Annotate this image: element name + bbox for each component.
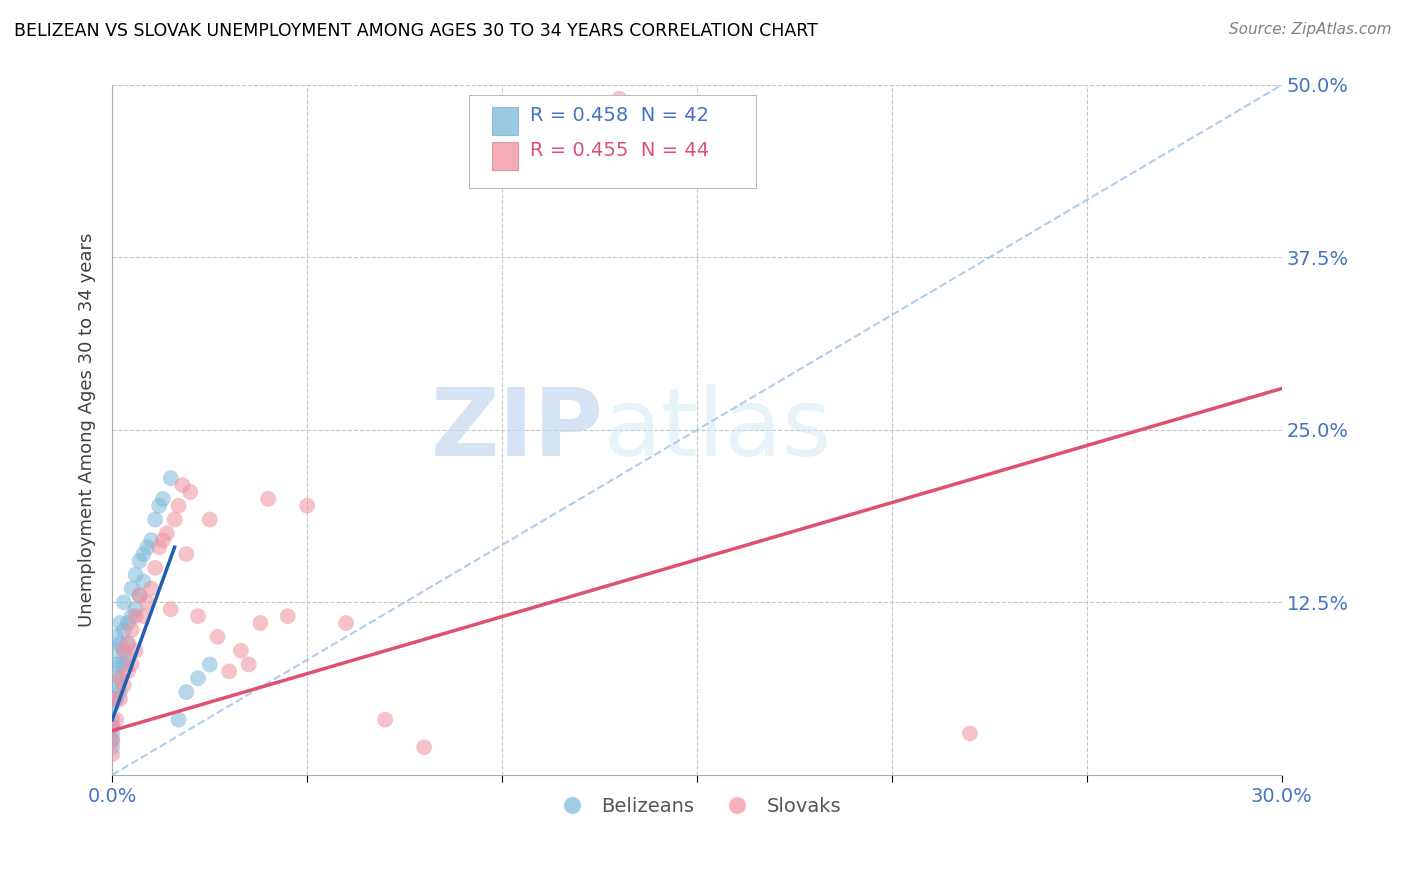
Point	[117, 637, 139, 651]
Point	[172, 478, 194, 492]
Point	[105, 657, 128, 672]
Point	[112, 643, 135, 657]
Point	[136, 540, 159, 554]
Point	[117, 650, 139, 665]
Point	[121, 582, 143, 596]
Point	[277, 609, 299, 624]
Point	[101, 726, 124, 740]
Point	[141, 533, 163, 548]
Point	[176, 685, 198, 699]
Point	[128, 589, 150, 603]
Point	[112, 678, 135, 692]
Point	[117, 637, 139, 651]
Point	[167, 713, 190, 727]
Point	[176, 547, 198, 561]
Text: BELIZEAN VS SLOVAK UNEMPLOYMENT AMONG AGES 30 TO 34 YEARS CORRELATION CHART: BELIZEAN VS SLOVAK UNEMPLOYMENT AMONG AG…	[14, 22, 818, 40]
Point	[105, 643, 128, 657]
Point	[108, 657, 131, 672]
Point	[112, 657, 135, 672]
Point	[101, 698, 124, 713]
Point	[128, 589, 150, 603]
FancyBboxPatch shape	[492, 142, 517, 169]
Text: ZIP: ZIP	[430, 384, 603, 475]
Text: Source: ZipAtlas.com: Source: ZipAtlas.com	[1229, 22, 1392, 37]
Point	[198, 657, 221, 672]
Point	[108, 685, 131, 699]
Point	[143, 512, 166, 526]
Point	[156, 526, 179, 541]
Y-axis label: Unemployment Among Ages 30 to 34 years: Unemployment Among Ages 30 to 34 years	[79, 233, 96, 627]
FancyBboxPatch shape	[492, 107, 517, 136]
Point	[105, 630, 128, 644]
Point	[187, 671, 209, 685]
Point	[207, 630, 229, 644]
Point	[148, 499, 170, 513]
Point	[607, 92, 630, 106]
Point	[124, 643, 146, 657]
Point	[108, 692, 131, 706]
Point	[132, 609, 155, 624]
Text: R = 0.458  N = 42: R = 0.458 N = 42	[530, 106, 709, 126]
Point	[257, 491, 280, 506]
Point	[105, 692, 128, 706]
Point	[335, 615, 357, 630]
Point	[108, 637, 131, 651]
Point	[101, 733, 124, 747]
Point	[132, 574, 155, 589]
Point	[136, 595, 159, 609]
Point	[108, 671, 131, 685]
Point	[112, 595, 135, 609]
Point	[101, 747, 124, 761]
Point	[101, 719, 124, 733]
Point	[108, 615, 131, 630]
Point	[141, 582, 163, 596]
Point	[117, 665, 139, 679]
Point	[105, 692, 128, 706]
Point	[105, 685, 128, 699]
Point	[179, 485, 201, 500]
Point	[167, 499, 190, 513]
Point	[198, 512, 221, 526]
Point	[101, 733, 124, 747]
Point	[159, 471, 181, 485]
Point	[128, 554, 150, 568]
Point	[101, 740, 124, 755]
Point	[124, 609, 146, 624]
Point	[152, 491, 174, 506]
Point	[124, 567, 146, 582]
Point	[121, 623, 143, 637]
Point	[152, 533, 174, 548]
Point	[159, 602, 181, 616]
Point	[112, 623, 135, 637]
Point	[132, 547, 155, 561]
Point	[187, 609, 209, 624]
Point	[959, 726, 981, 740]
Text: atlas: atlas	[603, 384, 832, 475]
Point	[218, 665, 240, 679]
Point	[374, 713, 396, 727]
Point	[108, 671, 131, 685]
Point	[101, 713, 124, 727]
Legend: Belizeans, Slovaks: Belizeans, Slovaks	[546, 789, 849, 823]
Point	[295, 499, 318, 513]
Point	[117, 615, 139, 630]
FancyBboxPatch shape	[470, 95, 755, 188]
Point	[112, 643, 135, 657]
Point	[249, 615, 271, 630]
Point	[105, 671, 128, 685]
Point	[124, 602, 146, 616]
Point	[105, 713, 128, 727]
Text: R = 0.455  N = 44: R = 0.455 N = 44	[530, 141, 709, 160]
Point	[121, 657, 143, 672]
Point	[143, 561, 166, 575]
Point	[413, 740, 436, 755]
Point	[148, 540, 170, 554]
Point	[229, 643, 252, 657]
Point	[121, 609, 143, 624]
Point	[163, 512, 186, 526]
Point	[101, 719, 124, 733]
Point	[238, 657, 260, 672]
